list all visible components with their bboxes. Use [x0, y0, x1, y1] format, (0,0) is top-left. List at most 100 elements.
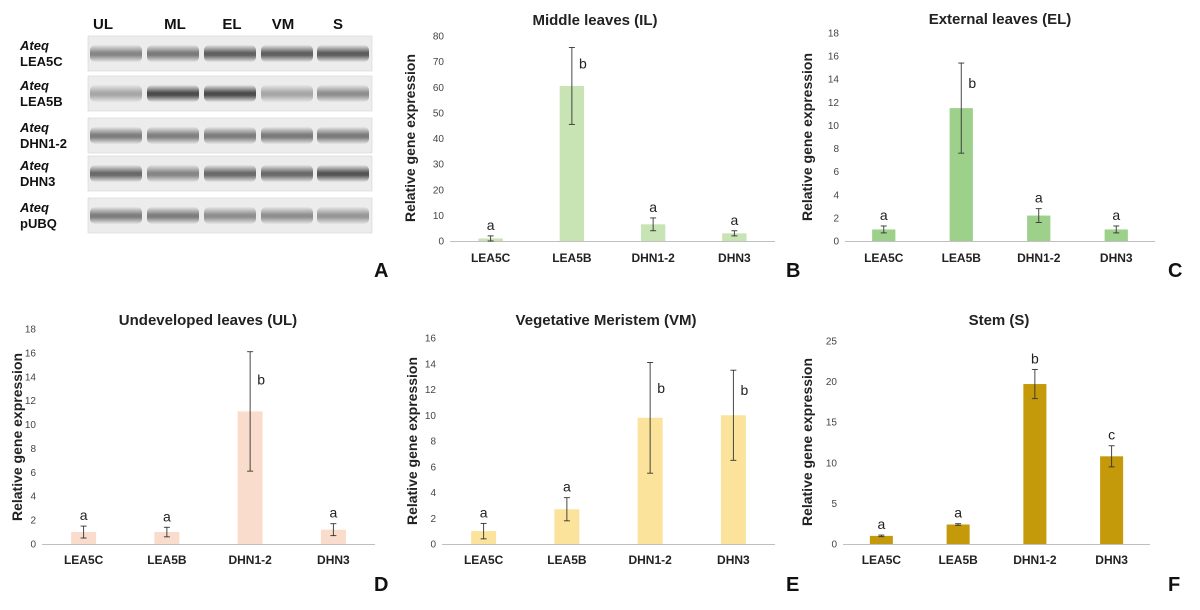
bar [640, 224, 666, 241]
chart-panel-b: Middle leaves (IL) Relative gene expressi… [402, 12, 800, 282]
significance-letter: a [954, 505, 962, 521]
gel-lane-label: S [333, 16, 343, 33]
gel-band [204, 85, 256, 102]
gel-band [90, 85, 142, 102]
y-tick-label: 4 [833, 190, 839, 201]
gel-band [147, 45, 199, 62]
significance-letter: a [480, 504, 488, 520]
y-axis-label: Relative gene expression [799, 358, 815, 526]
gel-panel: UL ML EL VM SAteqLEA5CAteqLEA5BAteqDHN1-2Ate… [19, 16, 388, 282]
x-tick-label: LEA5B [938, 553, 978, 567]
bar [1104, 229, 1128, 241]
significance-letter: a [877, 516, 885, 532]
y-tick-label: 15 [826, 418, 838, 429]
chart-panel-e: Vegetative Meristem (VM) Relative gene ex… [404, 312, 799, 596]
significance-letter: a [649, 199, 657, 215]
chart-title: Undeveloped leaves (UL) [119, 312, 297, 329]
y-tick-label: 18 [828, 29, 840, 40]
significance-letter: b [740, 382, 748, 398]
y-tick-label: 0 [30, 540, 36, 551]
bar [946, 524, 970, 544]
x-tick-label: LEA5C [471, 251, 511, 265]
y-tick-label: 80 [433, 32, 445, 43]
y-tick-label: 4 [30, 492, 36, 503]
gel-row-gene-label: LEA5C [20, 54, 63, 69]
chart-title: Vegetative Meristem (VM) [516, 312, 697, 329]
gel-row-species-label: Ateq [19, 38, 49, 53]
significance-letter: a [80, 507, 88, 523]
gel-band [147, 127, 199, 144]
y-tick-label: 20 [826, 377, 838, 388]
y-tick-label: 10 [826, 458, 838, 469]
chart-panel-d: Undeveloped leaves (UL) Relative gene exp… [9, 312, 388, 596]
significance-letter: a [730, 212, 738, 228]
x-tick-label: LEA5C [862, 553, 902, 567]
bar [154, 532, 180, 544]
gel-row-species-label: Ateq [19, 200, 49, 215]
y-tick-label: 0 [833, 237, 839, 248]
significance-letter: b [968, 75, 976, 91]
bar [320, 529, 346, 544]
bar [1023, 384, 1047, 544]
y-tick-label: 0 [438, 237, 444, 248]
y-axis-label: Relative gene expression [9, 353, 25, 521]
gel-band [261, 207, 313, 224]
y-tick-label: 16 [828, 52, 840, 63]
y-tick-label: 8 [430, 437, 436, 448]
gel-band [147, 85, 199, 102]
chart-panel-c: External leaves (EL) Relative gene expres… [799, 11, 1182, 282]
x-tick-label: LEA5B [552, 251, 592, 265]
gel-band [147, 207, 199, 224]
panel-letter: B [786, 260, 800, 282]
y-axis-label: Relative gene expression [799, 53, 815, 221]
y-tick-label: 6 [30, 468, 36, 479]
x-tick-label: LEA5C [464, 553, 504, 567]
significance-letter: c [1108, 427, 1115, 443]
bar [949, 108, 973, 241]
x-tick-label: DHN3 [1095, 553, 1128, 567]
bar [722, 233, 747, 241]
y-tick-label: 10 [433, 211, 445, 222]
y-tick-label: 60 [433, 83, 445, 94]
x-tick-label: DHN1-2 [1017, 251, 1061, 265]
gel-row-species-label: Ateq [19, 78, 49, 93]
significance-letter: a [563, 479, 571, 495]
significance-letter: a [1112, 207, 1120, 223]
gel-row-gene-label: LEA5B [20, 94, 63, 109]
y-tick-label: 6 [430, 462, 436, 473]
x-tick-label: DHN1-2 [631, 251, 675, 265]
y-tick-label: 6 [833, 167, 839, 178]
x-tick-label: DHN1-2 [628, 553, 672, 567]
gel-band [261, 85, 313, 102]
gel-row-species-label: Ateq [19, 158, 49, 173]
gel-lane-label: UL [93, 16, 113, 33]
y-tick-label: 50 [433, 108, 445, 119]
chart-title: Stem (S) [969, 312, 1030, 329]
x-tick-label: DHN1-2 [228, 553, 272, 567]
y-tick-label: 20 [433, 185, 445, 196]
y-tick-label: 40 [433, 134, 445, 145]
chart-title: External leaves (EL) [929, 11, 1072, 28]
panel-letter: D [374, 574, 388, 596]
y-tick-label: 10 [25, 420, 37, 431]
significance-letter: a [880, 207, 888, 223]
bar [872, 229, 896, 241]
y-tick-label: 10 [425, 411, 437, 422]
y-tick-label: 12 [425, 385, 437, 396]
significance-letter: a [1035, 190, 1043, 206]
significance-letter: b [1031, 350, 1039, 366]
gel-lane-label: ML [164, 16, 186, 33]
gel-band [204, 207, 256, 224]
chart-panels: Middle leaves (IL) Relative gene expressi… [9, 11, 1182, 596]
y-tick-label: 0 [831, 540, 837, 551]
x-tick-label: DHN3 [317, 553, 350, 567]
y-tick-label: 70 [433, 57, 445, 68]
x-tick-label: LEA5B [942, 251, 982, 265]
panel-letter: A [374, 260, 388, 282]
gel-band [317, 127, 369, 144]
gel-band [147, 165, 199, 182]
gel-band [317, 165, 369, 182]
chart-title: Middle leaves (IL) [532, 12, 657, 29]
y-tick-label: 16 [25, 348, 37, 359]
